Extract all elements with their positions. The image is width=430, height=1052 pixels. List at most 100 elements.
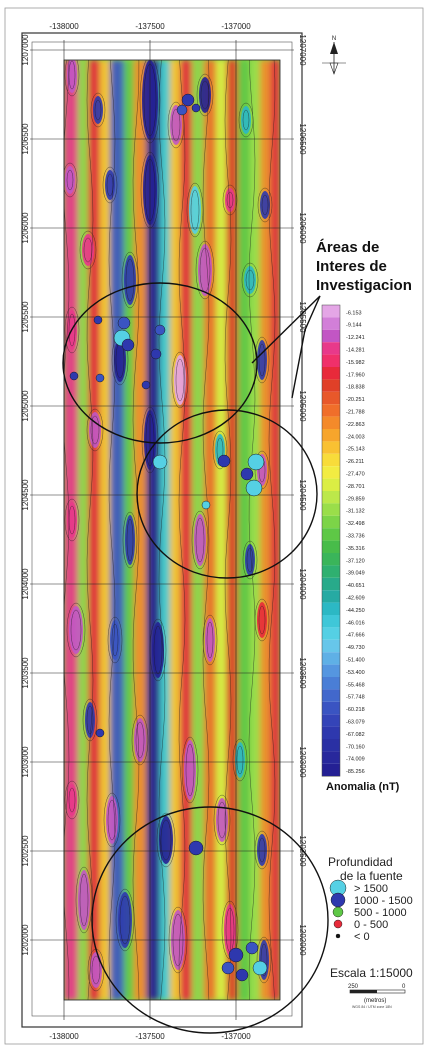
legend-value: -25.143 (346, 447, 365, 453)
source-symbol (245, 479, 263, 497)
legend-swatch (322, 379, 340, 392)
y-tick-label: 1203500 (21, 657, 30, 689)
source-symbol (191, 103, 201, 113)
source-symbol (221, 961, 235, 975)
source-symbol (228, 947, 244, 963)
legend-swatch (322, 404, 340, 417)
x-tick-label: -138000 (49, 1032, 79, 1041)
source-symbol (154, 324, 166, 336)
interest-area-1 (62, 282, 258, 444)
source-symbol (69, 371, 79, 381)
legend-swatch (322, 540, 340, 553)
legend-value: -6.153 (346, 310, 362, 316)
legend-swatch (322, 491, 340, 504)
x-tick-label: -137000 (221, 1032, 251, 1041)
y-tick-label: 1203500 (298, 657, 307, 689)
source-symbol (245, 941, 259, 955)
y-tick-labels-right: 1202000 1202500 1203000 1203500 1204000 12045… (298, 34, 307, 956)
source-symbol (152, 454, 168, 470)
depth-symbol (333, 919, 343, 929)
legend-swatch (322, 763, 340, 777)
legend-swatch (322, 466, 340, 479)
source-symbol (247, 453, 265, 471)
depth-range-label: 1000 - 1500 (354, 895, 413, 907)
legend-swatch (322, 577, 340, 591)
legend-swatch (322, 714, 340, 727)
legend-swatch (322, 689, 340, 702)
x-tick-label: -137000 (221, 22, 251, 31)
legend-value: -42.609 (346, 596, 365, 602)
legend-value: -18.838 (346, 385, 365, 391)
legend-value: -9.144 (346, 323, 362, 329)
legend-swatch (322, 416, 340, 429)
depth-symbol (330, 892, 346, 908)
annotation-line-2: Interes de (316, 258, 387, 275)
y-tick-label: 1204000 (298, 568, 307, 600)
y-tick-label: 1207000 (21, 34, 30, 66)
legend-swatch (322, 726, 340, 739)
legend-value: -55.468 (346, 682, 365, 688)
depth-symbol (335, 933, 341, 939)
legend-value: -32.498 (346, 521, 365, 527)
x-tick-labels-top: -138000 -137500 -137000 (49, 22, 251, 31)
depth-symbol (332, 906, 344, 918)
legend-swatch (322, 701, 340, 715)
legend-swatch (322, 565, 340, 578)
source-symbol (240, 467, 254, 481)
source-symbol (117, 316, 131, 330)
legend-swatch (322, 528, 340, 541)
depth-range-label: 500 - 1000 (354, 907, 407, 919)
legend-value: -22.863 (346, 422, 365, 428)
depth-title-line-2: de la fuente (340, 869, 403, 883)
legend-swatch (322, 602, 340, 615)
legend-value: -70.160 (346, 744, 365, 750)
source-symbol (181, 93, 195, 107)
legend-swatch (322, 652, 340, 665)
scale-text: Escala 1:15000 (330, 966, 413, 980)
y-tick-label: 1205000 (21, 390, 30, 422)
legend-value: -28.701 (346, 484, 365, 490)
callout-pointer (251, 295, 321, 399)
north-arrow-icon (322, 42, 346, 75)
y-tick-label: 1203000 (298, 746, 307, 778)
source-symbol (95, 728, 105, 738)
projection-note: WGS 84 / UTM zone 18N (352, 1005, 392, 1009)
legend-value: -15.982 (346, 360, 365, 366)
anomaly-color-legend: -6.153 -9.144 -12.241 -14.281 -15.982 -17.960… (321, 304, 365, 777)
legend-value: -35.316 (346, 546, 365, 552)
y-tick-label: 1205500 (21, 301, 30, 333)
legend-swatch (322, 354, 340, 367)
interest-area-2 (136, 409, 318, 579)
north-label: N (332, 36, 336, 42)
scale-right-label: 0 (402, 984, 406, 990)
source-symbol (235, 968, 249, 982)
legend-value: -27.470 (346, 472, 365, 478)
legend-value: -31.132 (346, 509, 365, 515)
legend-swatch (322, 429, 340, 442)
interest-circles (62, 282, 329, 1034)
y-tick-labels-left: 1202000 1202500 1203000 1203500 1204000 12045… (21, 34, 30, 956)
legend-value: -21.788 (346, 410, 365, 416)
legend-value: -63.079 (346, 720, 365, 726)
y-tick-label: 1206000 (298, 212, 307, 244)
source-symbol (141, 380, 151, 390)
y-tick-label: 1206000 (21, 212, 30, 244)
source-symbol (93, 315, 103, 325)
y-tick-label: 1206500 (21, 123, 30, 155)
legend-swatch (322, 639, 340, 653)
source-symbol (150, 348, 162, 360)
depth-title-line-1: Profundidad (328, 855, 393, 869)
legend-swatch (322, 615, 340, 628)
legend-swatch (322, 751, 340, 764)
legend-value: -49.730 (346, 645, 365, 651)
legend-value: -20.251 (346, 397, 365, 403)
depth-range-label: < 0 (354, 931, 370, 943)
source-symbol (121, 338, 135, 352)
coordinate-grid (30, 40, 294, 1020)
legend-value: -51.400 (346, 658, 365, 664)
legend-swatch (322, 391, 340, 405)
y-tick-label: 1203000 (21, 746, 30, 778)
y-tick-label: 1205000 (298, 390, 307, 422)
legend-value: -57.748 (346, 695, 365, 701)
